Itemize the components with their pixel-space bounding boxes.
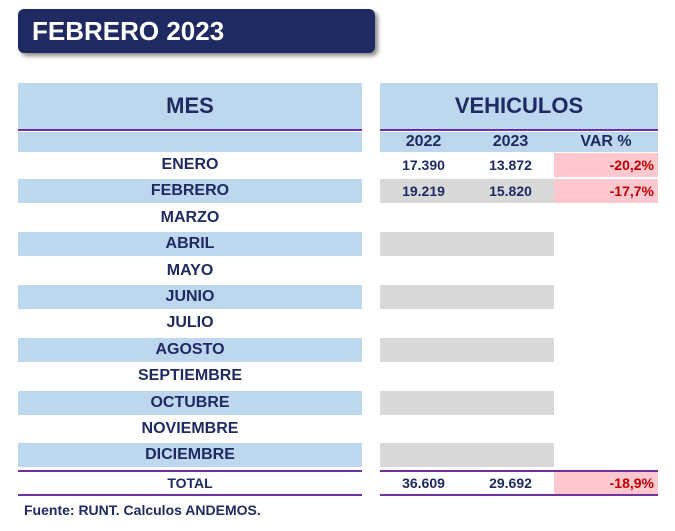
page-title: FEBRERO 2023 <box>18 9 375 53</box>
col-header-2023: 2023 <box>492 133 529 150</box>
month-label: DICIEMBRE <box>18 443 362 467</box>
month-label: ABRIL <box>18 232 362 256</box>
source-note: Fuente: RUNT. Calculos ANDEMOS. <box>24 502 261 518</box>
value-2023: 15.820 <box>489 183 532 199</box>
table-row <box>380 259 658 283</box>
table-row: 19.219 15.820 -17,7% <box>380 179 658 203</box>
total-2023: 29.692 <box>489 475 532 491</box>
table-row <box>380 232 658 256</box>
month-label: JULIO <box>166 314 214 331</box>
table-row <box>380 364 658 388</box>
row-shading <box>380 391 554 415</box>
table-row: 17.390 13.872 -20,2% <box>380 153 658 177</box>
total-var: -18,9% <box>554 472 658 494</box>
table-row <box>380 443 658 467</box>
month-label: FEBRERO <box>18 179 362 203</box>
row-shading <box>380 232 554 256</box>
month-label: OCTUBRE <box>18 391 362 415</box>
table-row <box>380 417 658 441</box>
value-var: -20,2% <box>554 153 658 177</box>
col-header-var: VAR % <box>580 133 632 150</box>
month-label: MARZO <box>160 209 220 226</box>
value-var: -17,7% <box>554 179 658 203</box>
row-shading <box>380 338 554 362</box>
vehiculos-header: VEHICULOS <box>380 83 658 131</box>
col-header-2022: 2022 <box>405 133 442 150</box>
total-label: TOTAL <box>18 470 362 496</box>
table-row <box>380 206 658 230</box>
value-2022: 19.219 <box>402 183 445 199</box>
mes-header: MES <box>18 83 362 131</box>
year-header-row: 2022 2023 VAR % <box>380 132 658 152</box>
mes-subheader <box>18 132 362 152</box>
row-shading <box>380 443 554 467</box>
month-label: MAYO <box>166 262 214 279</box>
row-shading <box>380 179 554 203</box>
total-2022: 36.609 <box>402 475 445 491</box>
month-label: NOVIEMBRE <box>141 420 239 437</box>
value-2023: 13.872 <box>489 157 532 173</box>
row-shading <box>380 285 554 309</box>
value-2022: 17.390 <box>402 157 445 173</box>
table-row <box>380 285 658 309</box>
table-row <box>380 311 658 335</box>
table-row <box>380 391 658 415</box>
table-row <box>380 338 658 362</box>
month-label: SEPTIEMBRE <box>137 367 242 384</box>
total-values: 36.609 29.692 -18,9% <box>380 470 658 496</box>
month-label: JUNIO <box>18 285 362 309</box>
month-label: AGOSTO <box>18 338 362 362</box>
month-label: ENERO <box>161 156 219 173</box>
